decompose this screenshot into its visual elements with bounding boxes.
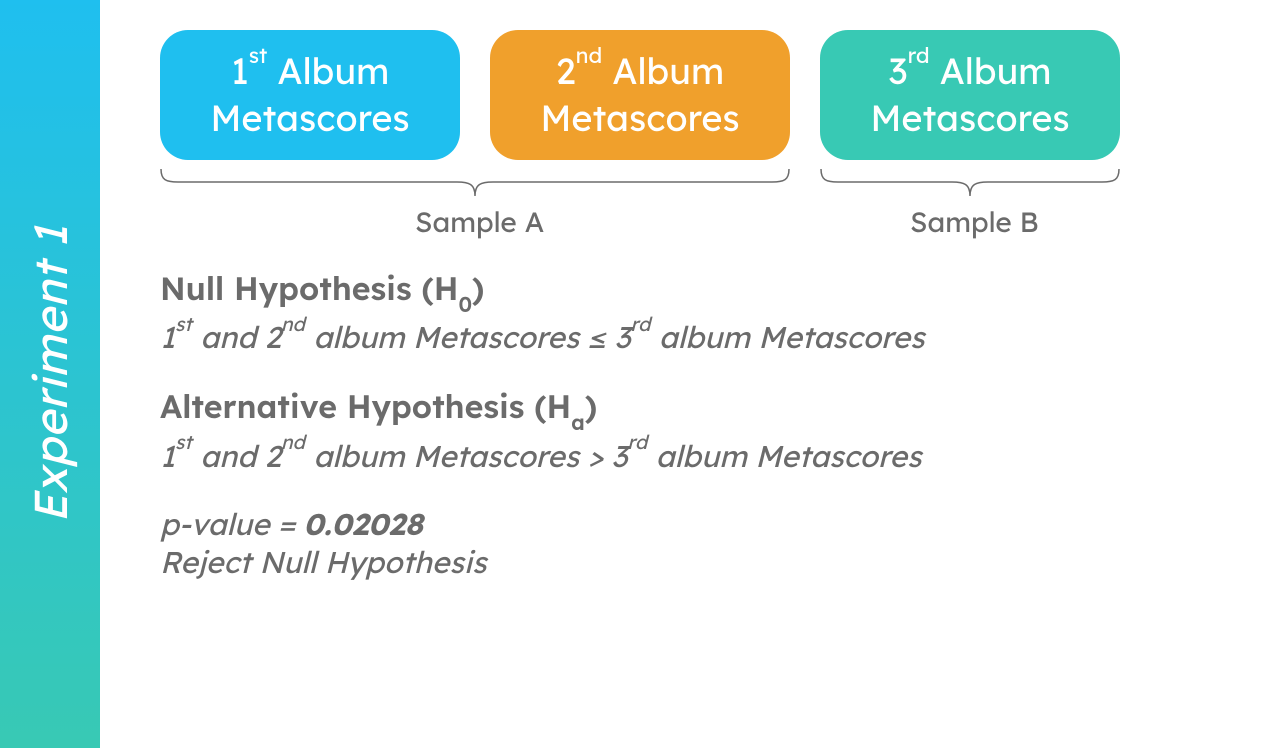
sample-braces: Sample A Sample B: [160, 168, 1222, 238]
p-value-line: p-value = 0.02028: [160, 505, 1222, 543]
result-block: p-value = 0.02028 Reject Null Hypothesis: [160, 505, 1222, 581]
alt-hypothesis-body: 1st and 2nd album Metascores > 3rd album…: [160, 436, 1222, 475]
album-box-2: 2nd AlbumMetascores: [490, 30, 790, 160]
sidebar-title: Experiment 1: [21, 225, 79, 523]
brace-2: [820, 168, 1120, 198]
null-hypothesis-title: Null Hypothesis (H0): [160, 268, 1222, 313]
null-hypothesis-body: 1st and 2nd album Metascores ≤ 3rd album…: [160, 317, 1222, 356]
null-hypothesis: Null Hypothesis (H0) 1st and 2nd album M…: [160, 268, 1222, 356]
alt-hypothesis-title: Alternative Hypothesis (Ha): [160, 386, 1222, 431]
album-box-1: 1st AlbumMetascores: [160, 30, 460, 160]
brace-label-1: Sample A: [415, 204, 544, 239]
album-boxes-row: 1st AlbumMetascores2nd AlbumMetascores3r…: [160, 30, 1222, 160]
content-area: 1st AlbumMetascores2nd AlbumMetascores3r…: [100, 0, 1262, 748]
sidebar-stripe: Experiment 1: [0, 0, 100, 748]
album-box-3: 3rd AlbumMetascores: [820, 30, 1120, 160]
brace-label-2: Sample B: [910, 204, 1039, 239]
brace-1: [160, 168, 790, 198]
alt-hypothesis: Alternative Hypothesis (Ha) 1st and 2nd …: [160, 386, 1222, 474]
conclusion-line: Reject Null Hypothesis: [160, 543, 1222, 581]
